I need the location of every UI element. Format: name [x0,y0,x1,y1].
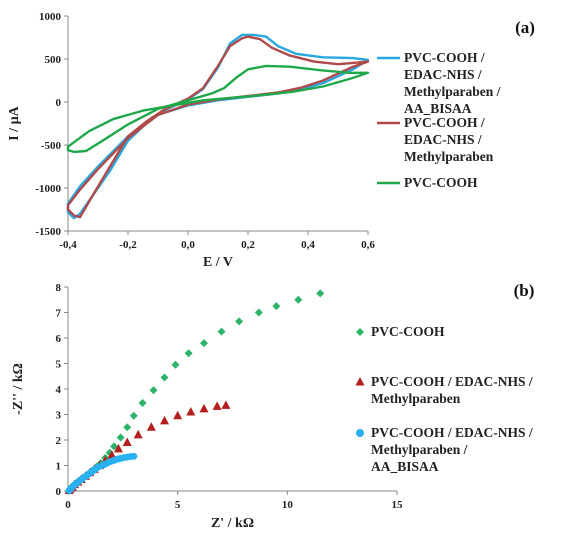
legend-label: PVC-COOH / EDAC-NHS / Methylparaben / AA_B… [371,425,533,474]
data-point [133,429,143,439]
data-point [294,295,303,304]
data-point [235,317,244,326]
data-point [116,433,125,442]
data-point [130,452,138,460]
data-point [272,302,281,311]
legend: PVC-COOH PVC-COOH / EDAC-NHS / Methylparab… [355,324,533,474]
legend-label: PVC-COOH [371,324,445,339]
data-point [146,422,156,431]
x-tick-label: -0,4 [59,239,77,251]
data-point [199,339,208,348]
chart-panel-b: 0 1 2 3 4 5 6 7 8 0 5 10 15 Z' / kΩ -Z'' / kΩ (b) PVC-CO… [11,281,534,531]
data-point [129,411,138,420]
x-tick-label: 0,0 [181,239,195,251]
x-tick-label: 0,2 [241,239,255,251]
y-tick-label: -500 [41,140,62,152]
legend-swatch [355,377,365,386]
data-point [113,443,123,453]
data-point [123,423,132,432]
x-tick-label: 10 [282,499,294,511]
data-point [316,289,325,298]
legend-label: PVC-COOH / EDAC-NHS / Methylparaben [404,115,494,164]
x-tick-label: 0,6 [361,239,375,251]
y-tick-label: -1500 [35,226,61,238]
data-point [199,403,209,413]
cv-curve-3 [66,64,370,154]
legend-swatch [356,328,364,336]
data-point [171,360,180,369]
panel-label: (a) [515,18,535,37]
x-axis-label: Z' / kΩ [211,516,254,531]
data-point [107,450,117,459]
y-tick-label: 500 [45,54,62,66]
data-point [186,406,196,416]
y-tick-label: 4 [56,384,62,396]
data-point [173,410,183,420]
chart-panel-a: -1500 -1000 -500 0 500 1000 -0,4 -0,2 0,0 0,2 0,4 0… [7,11,535,270]
y-tick-label: 2 [56,435,62,447]
data-point [149,386,158,395]
data-point [122,437,132,447]
y-axis-label: -Z'' / kΩ [11,363,26,415]
legend-label: PVC-COOH / EDAC-NHS / Methylparaben / AA_BI… [404,50,501,116]
legend-label: PVC-COOH / EDAC-NHS / Methylparaben [371,374,533,406]
y-tick-label: -1000 [35,183,61,195]
legend: PVC-COOH / EDAC-NHS / Methylparaben / AA_BI… [377,50,501,190]
y-tick-label: 6 [56,333,62,345]
legend-swatch [356,429,364,437]
y-axis-label: I / µA [7,105,22,140]
y-tick-label: 1 [56,461,62,473]
y-tick-label: 1000 [39,11,62,23]
data-point [212,401,222,410]
y-tick-label: 0 [56,97,62,109]
data-point [160,373,169,382]
x-tick-label: 15 [392,499,404,511]
data-point [221,400,231,409]
panel-label: (b) [514,281,535,300]
legend-label: PVC-COOH [404,175,478,190]
data-point [184,349,193,358]
y-tick-label: 8 [56,282,62,294]
x-tick-label: 5 [175,499,181,511]
y-tick-label: 0 [56,486,62,498]
x-axis-label: E / V [203,255,233,270]
x-tick-label: -0,2 [119,239,137,251]
data-point [254,308,263,317]
data-point [217,327,226,336]
data-point [110,442,119,451]
cv-curve-2 [66,35,370,219]
data-point [138,399,147,408]
x-tick-label: 0,4 [301,239,315,251]
y-tick-label: 5 [56,359,62,371]
y-tick-label: 3 [56,410,62,422]
data-point [160,415,170,425]
x-tick-label: 0 [65,499,71,511]
y-tick-label: 7 [56,308,62,320]
